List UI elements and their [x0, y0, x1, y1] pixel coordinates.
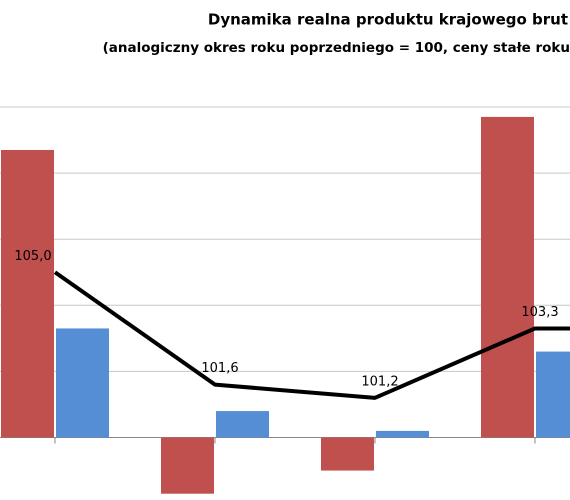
data-label: 101,2: [361, 374, 398, 389]
bar: [216, 411, 269, 438]
bar: [56, 328, 109, 438]
bar: [1, 149, 54, 438]
data-label: 105,0: [14, 249, 51, 264]
line: [53, 270, 570, 400]
bar: [161, 437, 214, 494]
chart-subtitle: (analogiczny okres roku poprzedniego = 1…: [103, 40, 570, 56]
data-label: 103,3: [521, 305, 558, 320]
chart-title: Dynamika realna produktu krajowego brut: [208, 11, 568, 29]
data-label: 101,6: [201, 361, 238, 376]
bar: [321, 437, 374, 471]
bar: [481, 116, 534, 438]
bar: [376, 430, 429, 438]
bar: [536, 351, 570, 438]
